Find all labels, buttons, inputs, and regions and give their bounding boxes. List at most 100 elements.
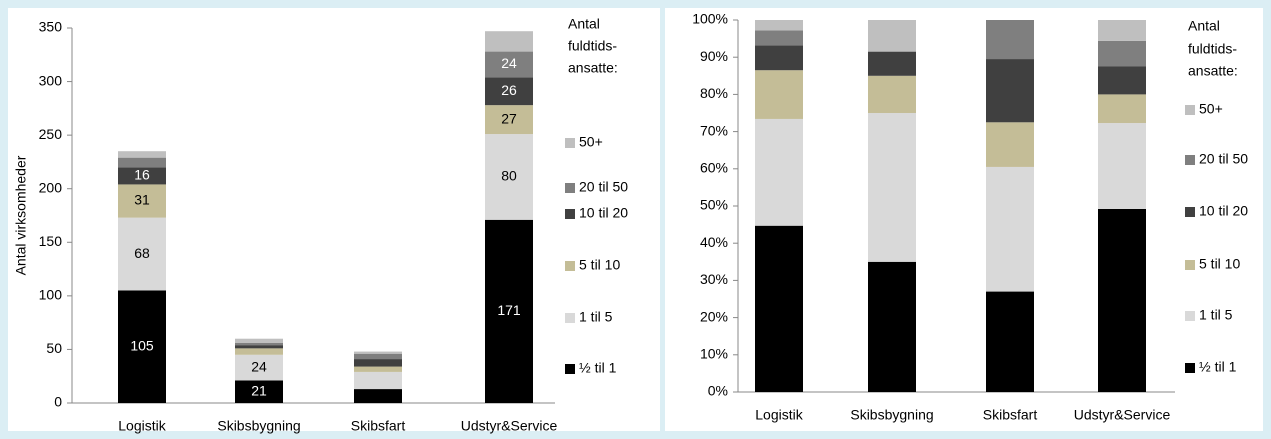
bar-segment — [755, 118, 803, 226]
x-tick-label: Udstyr&Service — [1074, 407, 1171, 423]
y-tick-label: 40% — [700, 234, 728, 250]
legend-label: 20 til 50 — [1199, 151, 1248, 167]
bar-segment — [235, 343, 283, 346]
legend-title: Antal — [1188, 18, 1220, 34]
legend-swatch — [1185, 155, 1195, 165]
bar-segment — [755, 70, 803, 119]
bar-segment — [235, 345, 283, 349]
value-label: 80 — [501, 168, 517, 184]
legend-swatch — [1185, 363, 1195, 373]
x-tick-label: Logistik — [755, 407, 803, 423]
value-label: 105 — [130, 337, 154, 353]
y-axis-label: Antal virksomheder — [13, 155, 29, 275]
bar-segment — [118, 167, 166, 185]
legend-title: ansatte: — [1188, 63, 1238, 79]
bar-segment — [118, 184, 166, 218]
legend-label: 10 til 20 — [579, 205, 628, 221]
y-tick-label: 100% — [692, 11, 728, 27]
bar-segment — [354, 371, 402, 390]
bar-segment — [868, 20, 916, 52]
legend-title: fuldtids- — [568, 38, 617, 54]
value-label: 24 — [501, 55, 517, 71]
bar-segment — [118, 290, 166, 403]
bar-segment — [1098, 123, 1146, 209]
value-label: 27 — [501, 110, 517, 126]
bar-segment — [235, 348, 283, 355]
bar-segment — [485, 77, 533, 106]
x-tick-label: Logistik — [118, 418, 166, 434]
value-label: 68 — [134, 245, 150, 261]
legend-title: ansatte: — [568, 60, 618, 76]
value-label: 24 — [251, 358, 267, 374]
legend-label: 1 til 5 — [1199, 307, 1233, 323]
value-label: 26 — [501, 82, 517, 98]
legend-swatch — [565, 183, 575, 193]
bar-segment — [868, 75, 916, 113]
y-tick-label: 200 — [39, 179, 63, 195]
y-tick-label: 0 — [54, 394, 62, 410]
x-tick-label: Skibsfart — [351, 418, 406, 434]
bar-segment — [485, 219, 533, 403]
bar-segment — [868, 261, 916, 392]
bar-segment — [354, 389, 402, 403]
bar-segment — [235, 354, 283, 381]
legend-title: fuldtids- — [1188, 41, 1237, 57]
legend-label: 10 til 20 — [1199, 203, 1248, 219]
legend-swatch — [565, 313, 575, 323]
y-tick-label: 250 — [39, 126, 63, 142]
legend-label: ½ til 1 — [579, 360, 617, 376]
legend-label: 5 til 10 — [1199, 256, 1240, 272]
bar-segment — [485, 134, 533, 220]
bar-segment — [1098, 66, 1146, 95]
y-tick-label: 150 — [39, 233, 63, 249]
y-tick-label: 350 — [39, 19, 63, 35]
bar-segment — [1098, 94, 1146, 124]
legend-label: 5 til 10 — [579, 257, 620, 273]
x-tick-label: Skibsfart — [983, 407, 1038, 423]
y-tick-label: 50 — [46, 340, 62, 356]
value-label: 31 — [134, 192, 150, 208]
bar-segment — [1098, 20, 1146, 41]
y-tick-label: 70% — [700, 122, 728, 138]
bar-segment — [118, 217, 166, 291]
bar-segment — [1098, 40, 1146, 67]
bar-segment — [755, 20, 803, 31]
bar-segment — [868, 113, 916, 262]
y-tick-label: 0% — [708, 383, 728, 399]
legend-swatch — [565, 364, 575, 374]
bar-segment — [485, 31, 533, 52]
y-tick-label: 60% — [700, 160, 728, 176]
y-tick-label: 20% — [700, 308, 728, 324]
bar-segment — [986, 291, 1034, 392]
bar-segment — [1098, 208, 1146, 392]
bar-segment — [485, 51, 533, 78]
y-tick-label: 50% — [700, 197, 728, 213]
legend-label: ½ til 1 — [1199, 359, 1237, 375]
legend-swatch — [1185, 311, 1195, 321]
value-label: 171 — [497, 302, 521, 318]
bar-segment — [354, 351, 402, 354]
bar-segment — [986, 20, 1034, 60]
legend-swatch — [565, 138, 575, 148]
legend-label: 50+ — [1199, 101, 1223, 117]
x-tick-label: Udstyr&Service — [461, 418, 558, 434]
legend-title: Antal — [568, 16, 600, 32]
y-tick-label: 90% — [700, 48, 728, 64]
x-tick-label: Skibsbygning — [850, 407, 933, 423]
bar-segment — [986, 122, 1034, 167]
bar-segment — [354, 359, 402, 367]
y-tick-label: 80% — [700, 85, 728, 101]
bar-segment — [986, 59, 1034, 123]
bar-segment — [354, 353, 402, 360]
bar-segment — [118, 151, 166, 158]
bar-segment — [235, 338, 283, 343]
legend-swatch — [1185, 105, 1195, 115]
bar-segment — [354, 366, 402, 372]
legend-label: 20 til 50 — [579, 179, 628, 195]
legend-swatch — [565, 209, 575, 219]
y-tick-label: 300 — [39, 72, 63, 88]
legend-swatch — [565, 261, 575, 271]
left-panel — [8, 8, 660, 431]
right-panel — [665, 8, 1263, 431]
